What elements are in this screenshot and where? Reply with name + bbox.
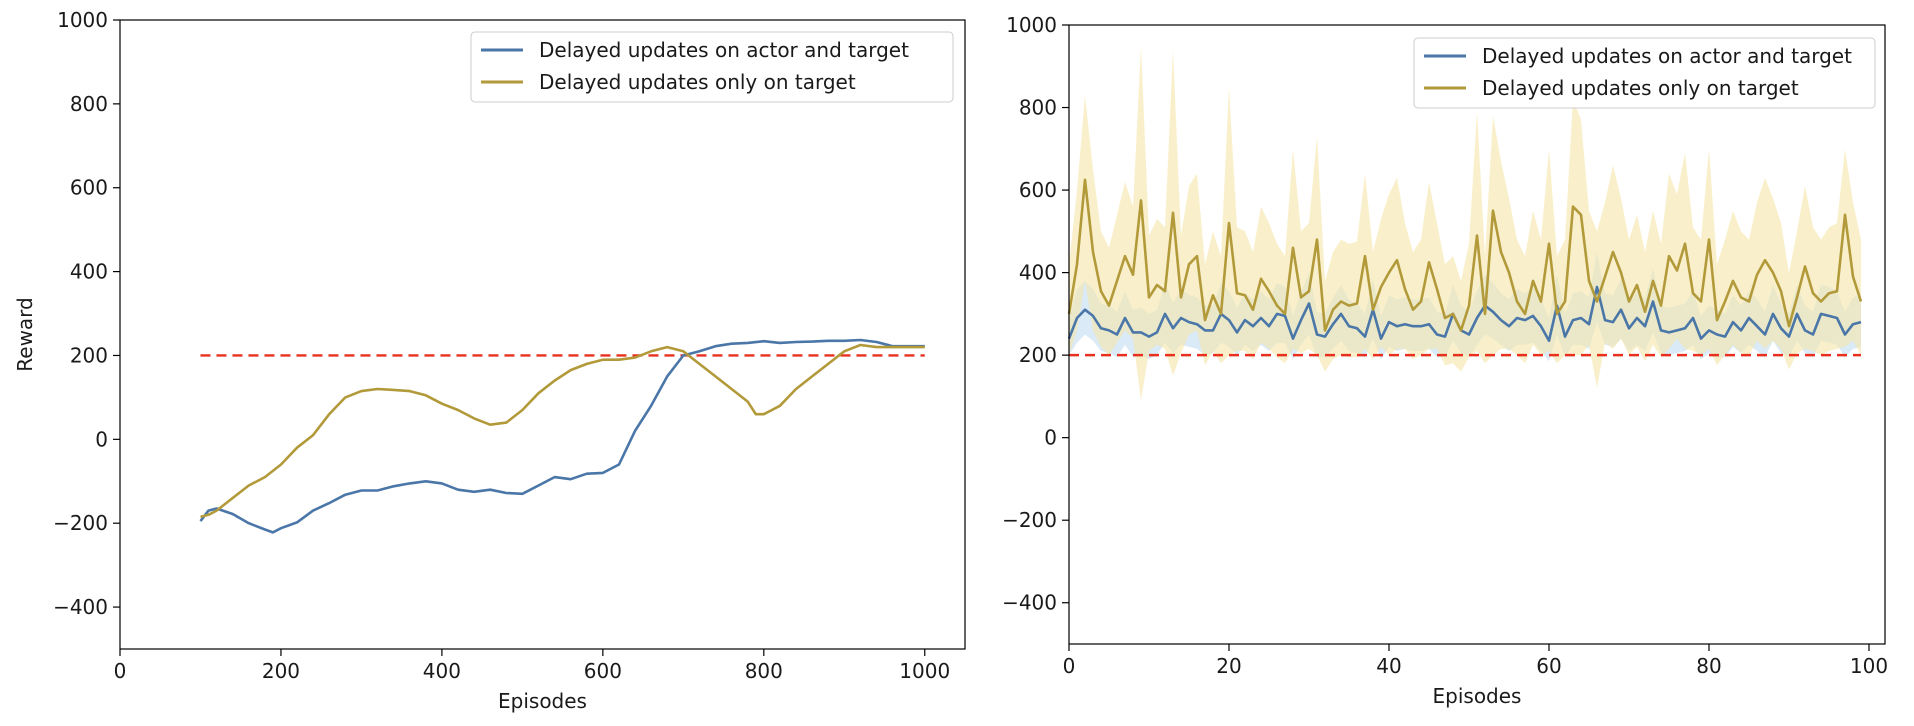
- chart-left-legend: Delayed updates on actor and target Dela…: [470, 31, 954, 103]
- chart-left-y-axis: −400 −200 0 200 400 600 800 1000: [53, 8, 120, 619]
- chart-right-y-tick-label: 800: [1019, 96, 1057, 120]
- chart-right-x-axis-label: Episodes: [1433, 684, 1522, 708]
- chart-right-series: [1067, 178, 1863, 343]
- chart-right-y-tick-label: 400: [1019, 261, 1057, 285]
- chart-left-x-tick-label: 1000: [899, 659, 950, 683]
- chart-left: 0 200 400 600 800 1000 −400 −200 0 200 400 600 800 1…: [13, 8, 966, 713]
- chart-right-line-target-only: [1067, 178, 1863, 332]
- chart-left-series: [199, 338, 925, 534]
- chart-left-x-tick-label: 0: [114, 659, 127, 683]
- chart-left-y-tick-label: 1000: [57, 8, 108, 32]
- chart-right: 0 20 40 60 80 100 −400 −200 0 200 400 600 800 1000 E…: [1002, 13, 1888, 708]
- chart-left-legend-label-actor-target: Delayed updates on actor and target: [539, 38, 909, 62]
- chart-right-y-tick-label: 0: [1044, 426, 1057, 450]
- chart-left-y-tick-label: −200: [53, 511, 108, 535]
- chart-left-x-tick-label: 200: [262, 659, 300, 683]
- chart-right-legend-label-target-only: Delayed updates only on target: [1482, 76, 1799, 100]
- chart-left-plot-frame: [119, 19, 966, 650]
- chart-right-bands: [1069, 45, 1861, 401]
- chart-left-line-target-only: [200, 343, 925, 519]
- chart-right-x-axis: 0 20 40 60 80 100: [1063, 644, 1888, 678]
- chart-left-y-tick-label: 800: [70, 92, 108, 116]
- chart-left-y-tick-label: 200: [70, 343, 108, 367]
- chart-left-y-tick-label: 400: [70, 260, 108, 284]
- chart-left-line-actor-target: [199, 338, 925, 534]
- chart-right-y-tick-label: 200: [1019, 343, 1057, 367]
- chart-right-legend: Delayed updates on actor and target Dela…: [1413, 37, 1876, 109]
- chart-right-legend-box: [1413, 37, 1876, 109]
- chart-right-x-tick-label: 100: [1850, 654, 1888, 678]
- chart-left-y-tick-label: −400: [53, 595, 108, 619]
- chart-left-x-tick-label: 800: [745, 659, 783, 683]
- chart-right-y-tick-label: −200: [1002, 508, 1057, 532]
- chart-left-x-tick-label: 600: [584, 659, 622, 683]
- chart-right-y-axis: −400 −200 0 200 400 600 800 1000: [1002, 13, 1069, 615]
- chart-right-x-tick-label: 40: [1376, 654, 1401, 678]
- chart-left-y-tick-label: 0: [95, 427, 108, 451]
- chart-left-x-axis: 0 200 400 600 800 1000: [114, 649, 950, 683]
- chart-left-x-axis-label: Episodes: [498, 689, 587, 713]
- chart-right-plot-frame: [1068, 24, 1886, 645]
- chart-right-x-tick-label: 60: [1536, 654, 1561, 678]
- chart-right-band-target-only: [1069, 45, 1861, 401]
- chart-right-line-actor-target: [1067, 285, 1862, 343]
- chart-right-x-tick-label: 0: [1063, 654, 1076, 678]
- chart-right-x-tick-label: 20: [1216, 654, 1241, 678]
- chart-left-legend-label-target-only: Delayed updates only on target: [539, 70, 856, 94]
- chart-right-y-tick-label: −400: [1002, 591, 1057, 615]
- chart-left-x-tick-label: 400: [423, 659, 461, 683]
- chart-right-legend-label-actor-target: Delayed updates on actor and target: [1482, 44, 1852, 68]
- chart-right-y-tick-label: 1000: [1006, 13, 1057, 37]
- chart-left-y-tick-label: 600: [70, 176, 108, 200]
- chart-left-y-axis-label: Reward: [13, 297, 37, 371]
- chart-right-x-tick-label: 80: [1696, 654, 1721, 678]
- chart-left-legend-box: [470, 31, 954, 103]
- chart-right-y-tick-label: 600: [1019, 178, 1057, 202]
